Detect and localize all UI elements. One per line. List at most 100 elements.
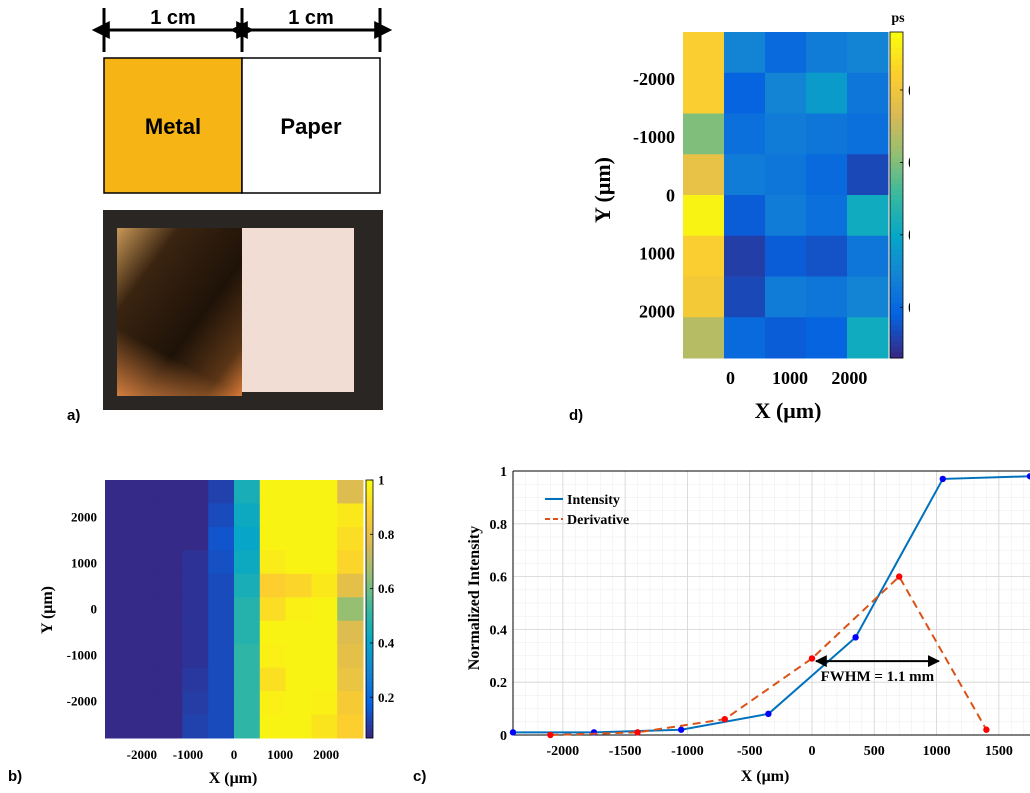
heatmap-cell bbox=[847, 195, 889, 237]
colorbar-segment bbox=[890, 276, 903, 283]
colorbar-segment bbox=[890, 287, 903, 294]
heatmap-cell bbox=[208, 691, 235, 716]
heatmap-cell bbox=[156, 597, 183, 622]
heatmap-cell bbox=[130, 526, 158, 551]
heatmap-cell bbox=[683, 235, 725, 277]
heatmap-cell bbox=[724, 195, 766, 237]
heatmap-cell bbox=[259, 667, 287, 692]
heatmap-cell bbox=[105, 550, 132, 575]
colorbar-segment bbox=[890, 336, 903, 343]
colorbar-segment bbox=[890, 330, 903, 337]
colorbar-segment bbox=[366, 548, 373, 554]
series-line-derivative bbox=[550, 575, 988, 736]
x-tick-label: 0 bbox=[726, 368, 735, 388]
colorbar-segment bbox=[366, 664, 373, 670]
colorbar-segment bbox=[890, 352, 903, 359]
colorbar-segment bbox=[890, 80, 903, 87]
heatmap-cell bbox=[156, 503, 183, 528]
colorbar-segment bbox=[890, 178, 903, 185]
heatmap-cell bbox=[208, 503, 235, 528]
heatmap-cell bbox=[311, 573, 338, 598]
x-axis-label: X (μm) bbox=[209, 770, 258, 787]
colorbar-segment bbox=[366, 510, 373, 515]
colorbar-segment bbox=[890, 222, 903, 229]
colorbar-segment bbox=[890, 70, 903, 76]
heatmap-cell bbox=[208, 597, 235, 622]
colorbar-tick-label: 0.3 bbox=[908, 225, 910, 245]
colorbar-segment bbox=[366, 725, 373, 730]
colorbar-segment bbox=[890, 281, 903, 288]
y-tick-label: 1000 bbox=[71, 555, 97, 570]
heatmap-cell bbox=[234, 573, 261, 598]
heatmap-cell bbox=[285, 644, 312, 669]
heatmap-cell bbox=[182, 691, 209, 716]
heatmap-cell bbox=[806, 113, 848, 155]
heatmap-cell bbox=[683, 154, 725, 196]
colorbar-segment bbox=[890, 97, 903, 104]
colorbar-segment bbox=[366, 505, 373, 511]
heatmap-cell bbox=[683, 317, 725, 359]
colorbar-segment bbox=[366, 484, 373, 490]
heatmap-cell bbox=[259, 526, 287, 551]
heatmap-cell bbox=[105, 480, 132, 504]
colorbar-segment bbox=[890, 118, 903, 125]
heatmap-cell bbox=[724, 32, 766, 74]
heatmap-cell bbox=[182, 550, 209, 575]
x-tick-label: -1500 bbox=[609, 744, 642, 759]
colorbar-segment bbox=[366, 686, 373, 692]
colorbar-segment bbox=[890, 298, 903, 305]
colorbar-segment bbox=[366, 574, 373, 580]
colorbar-segment bbox=[366, 639, 373, 644]
colorbar-segment bbox=[890, 325, 903, 332]
x-tick-label: 1000 bbox=[923, 744, 951, 759]
colorbar-frame bbox=[889, 31, 904, 359]
heatmap-cell bbox=[130, 503, 158, 528]
colorbar-segment bbox=[890, 48, 903, 55]
x-tick-label: 1500 bbox=[985, 744, 1013, 759]
heatmap-cell bbox=[182, 480, 209, 504]
heatmap-cell bbox=[337, 644, 364, 669]
heatmap-cell bbox=[765, 235, 807, 277]
heatmap-cell bbox=[311, 691, 338, 716]
data-point-intensity bbox=[677, 726, 685, 733]
colorbar-segment bbox=[890, 59, 903, 66]
y-tick-label: 0.2 bbox=[490, 676, 508, 691]
data-point-intensity bbox=[509, 729, 517, 736]
colorbar-segment bbox=[366, 660, 373, 666]
colorbar-segment bbox=[890, 146, 903, 153]
colorbar-segment bbox=[890, 129, 903, 136]
heatmap-cell bbox=[156, 691, 183, 716]
heatmap-cell bbox=[234, 691, 261, 716]
colorbar-segment bbox=[890, 347, 903, 354]
colorbar-segment bbox=[890, 162, 903, 169]
heatmap-cell bbox=[105, 573, 132, 598]
colorbar-segment bbox=[366, 488, 373, 494]
x-tick-label: -500 bbox=[737, 744, 763, 759]
y-tick-label: 2000 bbox=[639, 302, 675, 322]
heatmap-cell bbox=[259, 691, 287, 716]
colorbar-segment bbox=[890, 173, 903, 180]
heatmap-cell bbox=[311, 597, 338, 622]
heatmap-cell bbox=[208, 644, 235, 669]
y-axis-label: Y (μm) bbox=[39, 586, 56, 634]
y-tick-label: 0.4 bbox=[490, 623, 508, 638]
panel-d-label: d) bbox=[569, 407, 584, 424]
heatmap-cell bbox=[765, 154, 807, 196]
colorbar-segment bbox=[890, 205, 903, 212]
heatmap-cell bbox=[259, 597, 287, 622]
colorbar-segment bbox=[890, 86, 903, 93]
heatmap-cell bbox=[806, 276, 848, 318]
heatmap-cell bbox=[724, 317, 766, 359]
heatmap-cell bbox=[337, 597, 364, 622]
heatmap-cell bbox=[285, 503, 312, 528]
colorbar-segment bbox=[366, 677, 373, 683]
colorbar-segment bbox=[366, 570, 373, 576]
colorbar-segment bbox=[366, 583, 373, 588]
heatmap-cell bbox=[156, 714, 183, 739]
heatmap-cell bbox=[337, 620, 364, 645]
heatmap-cell bbox=[130, 597, 158, 622]
paper-label: Paper bbox=[280, 114, 342, 139]
y-tick-label: 1 bbox=[500, 465, 507, 480]
heatmap-cell bbox=[285, 573, 312, 598]
heatmap-cell bbox=[285, 550, 312, 575]
